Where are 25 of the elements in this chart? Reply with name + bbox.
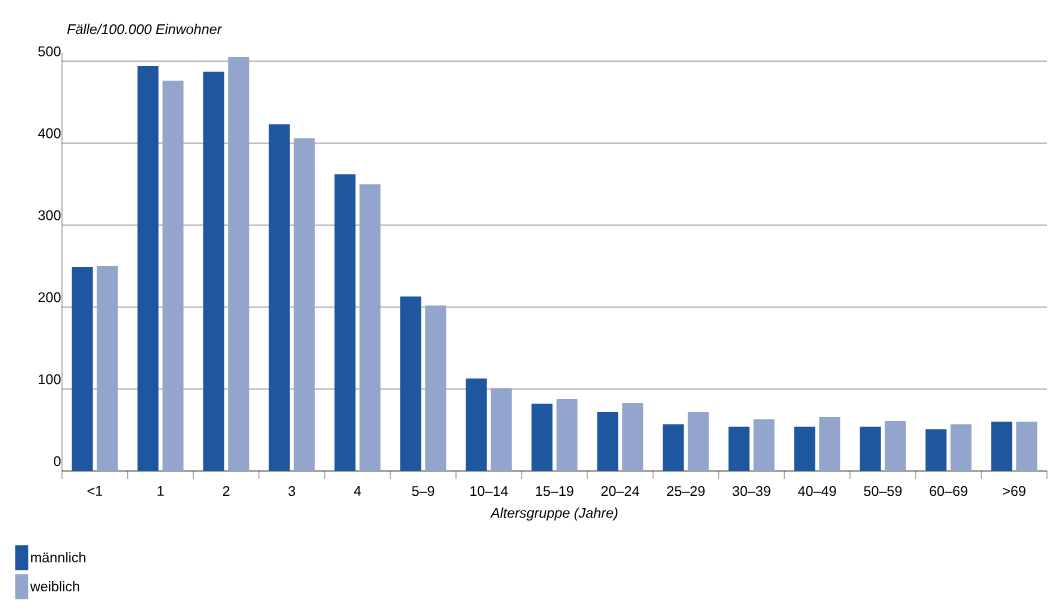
x-tick-label: 3	[288, 486, 296, 497]
x-tick-label: 10–14	[470, 486, 508, 497]
x-tick-label: 25–29	[667, 486, 705, 497]
x-tick-label: 5–9	[412, 486, 435, 497]
x-tick-label: 20–24	[601, 486, 640, 497]
x-tick-label: 4	[353, 486, 361, 496]
x-tick-label: 40–49	[798, 486, 836, 497]
x-tick-label: 2	[222, 486, 230, 496]
x-axis-title: Altersgruppe (Jahre)	[490, 507, 618, 521]
x-tick-label: 60–69	[929, 486, 968, 497]
x-tick-label: <1	[87, 486, 103, 496]
x-tick-label: 50–59	[863, 486, 902, 497]
x-tick-label: 1	[157, 486, 164, 496]
x-tick-label: 30–39	[732, 486, 771, 497]
y-tick-label: 300	[38, 210, 61, 221]
y-tick-label: 500	[38, 46, 61, 57]
x-tick-label: >69	[1002, 486, 1026, 497]
legend-label: männlich	[31, 552, 86, 563]
legend-label: weiblich	[30, 581, 80, 592]
y-axis-title: Fälle/100.000 Einwohner	[67, 23, 223, 35]
y-tick-label: 0	[53, 456, 61, 467]
y-tick-label: 400	[38, 128, 61, 139]
y-tick-label: 100	[38, 374, 61, 385]
y-tick-label: 200	[38, 292, 61, 303]
x-tick-label: 15–19	[536, 486, 574, 497]
